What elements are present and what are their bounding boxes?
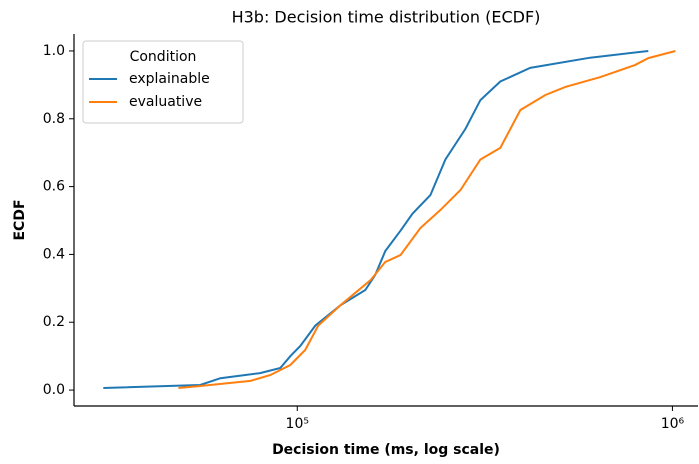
series-line — [178, 50, 676, 389]
y-tick-label: 0.4 — [43, 246, 65, 262]
chart-title: H3b: Decision time distribution (ECDF) — [232, 8, 541, 27]
y-tick-label: 0.0 — [43, 382, 65, 398]
y-tick-label: 0.8 — [43, 111, 65, 127]
legend-label: evaluative — [129, 94, 202, 110]
x-tick-label: 10⁶ — [661, 416, 685, 432]
legend-label: explainable — [129, 71, 210, 87]
legend-box — [82, 40, 244, 124]
legend-title: Condition — [130, 49, 197, 65]
y-axis-label: ECDF — [12, 199, 28, 240]
x-tick-label: 10⁵ — [286, 416, 309, 432]
x-axis-label: Decision time (ms, log scale) — [272, 442, 500, 458]
y-tick-label: 0.2 — [43, 314, 65, 330]
y-tick-label: 0.6 — [43, 179, 65, 195]
series-line — [103, 50, 649, 389]
y-tick-label: 1.0 — [43, 43, 65, 59]
